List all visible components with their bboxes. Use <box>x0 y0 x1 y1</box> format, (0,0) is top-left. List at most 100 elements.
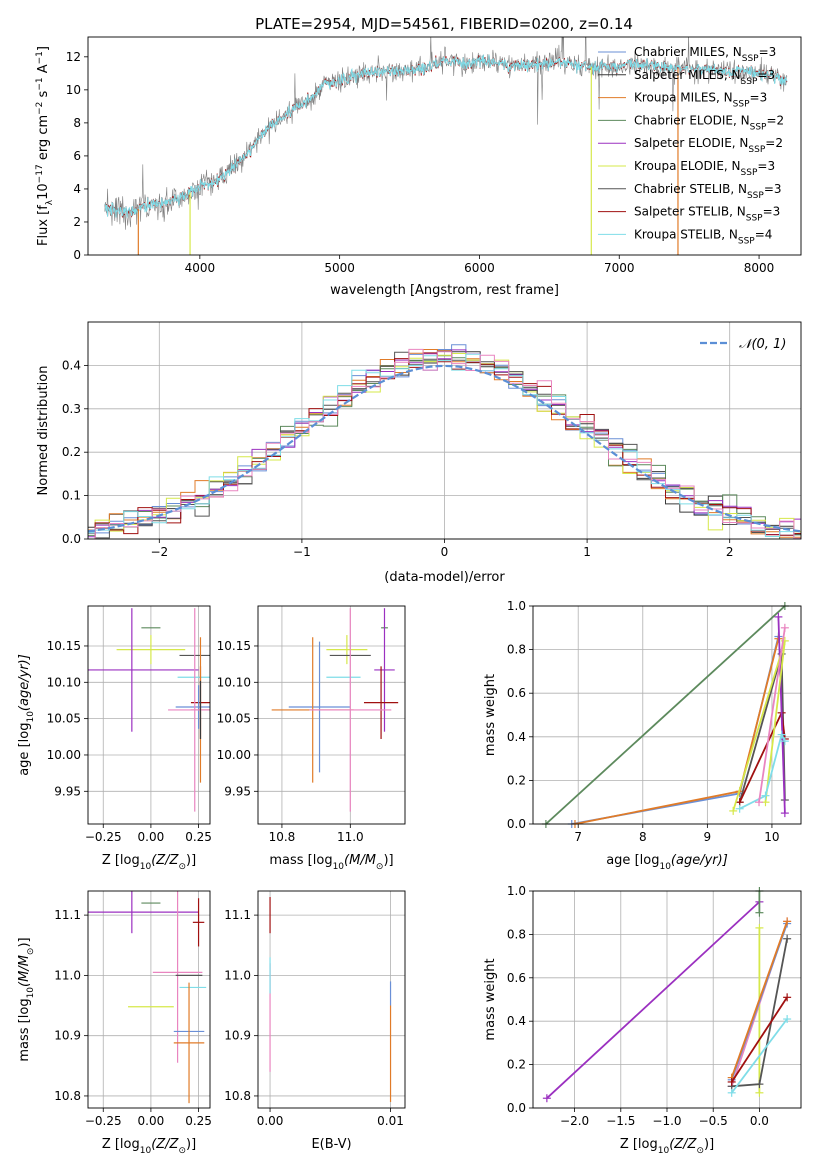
y-tick-label: 2 <box>73 215 81 229</box>
y-tick-label: 11.1 <box>54 908 81 922</box>
legend-label: Chabrier ELODIE, NSSP=2 <box>634 113 784 132</box>
weight-series-line <box>730 921 788 1078</box>
x-tick-label: 11.0 <box>337 830 364 844</box>
x-axis-label: E(B-V) <box>311 1137 351 1152</box>
mass-vs-Z-panel: −0.25 0.00 0.25 10.8 10.9 11.0 11.1 Z [log10(Z/… <box>17 890 212 1156</box>
y-tick-label: 10.10 <box>47 675 81 689</box>
errorbar-point <box>175 685 210 729</box>
y-tick-label: 0.1 <box>62 489 81 503</box>
errorbar-point <box>173 982 205 1104</box>
legend-label: Kroupa MILES, NSSP=3 <box>634 91 767 110</box>
y-tick-label: 0.8 <box>507 927 526 941</box>
weight-series-line <box>739 732 786 810</box>
x-tick-label: 8 <box>639 830 647 844</box>
x-tick-label: 0.00 <box>257 1114 284 1128</box>
y-tick-label: 10.00 <box>47 748 81 762</box>
errorbar-point <box>374 608 395 732</box>
y-tick-label: 0.2 <box>507 773 526 787</box>
y-axis-label: mass weight <box>483 674 498 756</box>
spectrum-model-line <box>104 54 788 218</box>
histogram-panel: −2 −1 0 1 2 0.0 0.1 0.2 0.3 0.4 (data-model)/error… <box>36 321 802 585</box>
x-tick-label: −0.25 <box>85 830 122 844</box>
y-tick-label: 10.15 <box>217 639 251 653</box>
y-tick-label: 10.05 <box>217 712 251 726</box>
x-tick-label: 7 <box>574 830 582 844</box>
x-axis-label: mass [log10(M/M⊙)] <box>269 853 393 872</box>
histogram-step <box>88 349 801 538</box>
spectrum-panel: 4000 5000 6000 7000 8000 0 2 4 6 8 10 12 wavelength … <box>35 36 802 298</box>
x-tick-label: 0 <box>441 545 449 559</box>
mass-vs-EBV-panel: 0.00 0.01 10.8 10.9 11.0 11.1 E(B-V) <box>224 890 406 1152</box>
y-tick-label: 0.4 <box>507 730 526 744</box>
y-tick-label: 0.0 <box>507 817 526 831</box>
age-vs-mass-panel: 10.8 11.0 9.95 10.00 10.05 10.10 10.15 mass [lo… <box>217 605 406 872</box>
x-tick-label: −0.5 <box>699 1114 728 1128</box>
y-tick-label: 11.0 <box>54 968 81 982</box>
errorbar-point <box>88 608 199 732</box>
legend: Chabrier MILES, NSSP=3 Salpeter MILES, NS… <box>598 45 784 246</box>
axes-frame <box>87 321 802 540</box>
y-tick-label: 10.9 <box>54 1029 81 1043</box>
x-tick-label: 2 <box>726 545 734 559</box>
weight-vs-age-panel: 7 8 9 10 0.0 0.2 0.4 0.6 0.8 1.0 age [log10(age/yr… <box>483 599 802 872</box>
histogram-step <box>88 353 801 539</box>
y-tick-label: 10.00 <box>217 748 251 762</box>
y-axis-label: mass weight <box>483 958 498 1040</box>
legend-label: 𝒩(0, 1) <box>739 337 786 352</box>
y-tick-label: 1.0 <box>507 599 526 613</box>
y-tick-label: 1.0 <box>507 884 526 898</box>
x-tick-label: 9 <box>704 830 712 844</box>
y-tick-label: 0 <box>73 248 81 262</box>
figure-title: PLATE=2954, MJD=54561, FIBERID=0200, z=0… <box>255 15 633 33</box>
x-tick-label: −1.0 <box>652 1114 681 1128</box>
errorbar-point <box>116 635 186 665</box>
x-tick-label: 7000 <box>604 261 635 275</box>
legend-label: Kroupa ELODIE, NSSP=3 <box>634 159 775 178</box>
y-tick-label: 0.8 <box>507 643 526 657</box>
y-tick-label: 0.4 <box>62 358 81 372</box>
x-axis-label: (data-model)/error <box>384 570 505 585</box>
y-tick-label: 12 <box>66 50 81 64</box>
legend-label: Salpeter STELIB, NSSP=3 <box>634 205 780 224</box>
x-tick-label: −1 <box>293 545 311 559</box>
axes-frame <box>257 890 406 1109</box>
y-axis-label: mass [log10(M/M⊙)] <box>17 937 36 1061</box>
y-axis-label: age [log10(age/yr)] <box>17 654 36 776</box>
weight-vs-Z-panel: −2.0 −1.5 −1.0 −0.5 0.0 0.0 0.2 0.4 0.6 0.8 1.0 Z [… <box>483 884 802 1156</box>
x-tick-label: −2 <box>150 545 168 559</box>
y-tick-label: 0.2 <box>507 1058 526 1072</box>
errorbar-point <box>326 635 368 665</box>
axes-frame <box>532 605 802 825</box>
axes-frame <box>87 36 802 256</box>
x-tick-label: 0.01 <box>377 1114 404 1128</box>
y-tick-label: 0.0 <box>62 532 81 546</box>
weight-series-line <box>758 627 786 803</box>
errorbar-point <box>288 641 351 773</box>
x-axis-label: Z [log10(Z/Z⊙)] <box>102 1137 196 1156</box>
errorbar-point <box>309 608 392 812</box>
x-axis-label: age [log10(age/yr)] <box>606 853 728 872</box>
legend-label: Chabrier STELIB, NSSP=3 <box>634 182 782 201</box>
histogram-step <box>88 353 801 533</box>
errorbar-point <box>192 898 205 947</box>
x-axis-label: Z [log10(Z/Z⊙)] <box>620 1137 714 1156</box>
y-tick-label: 0.4 <box>507 1014 526 1028</box>
y-tick-label: 10.9 <box>224 1029 251 1043</box>
x-tick-label: −0.25 <box>85 1114 122 1128</box>
y-tick-label: 10.8 <box>54 1089 81 1103</box>
legend-label: Chabrier MILES, NSSP=3 <box>634 45 776 64</box>
x-tick-label: 4000 <box>185 261 216 275</box>
legend-label: Salpeter ELODIE, NSSP=2 <box>634 136 783 155</box>
y-tick-label: 0.2 <box>62 445 81 459</box>
x-tick-label: 0.00 <box>138 1114 165 1128</box>
errorbar-point <box>88 891 199 934</box>
weight-series-line <box>545 606 786 824</box>
x-tick-label: 0.0 <box>750 1114 769 1128</box>
age-vs-Z-panel: −0.25 0.00 0.25 9.95 10.00 10.05 10.10 10.15 Z [… <box>17 605 212 872</box>
errorbar-point <box>168 608 210 812</box>
weight-series-line <box>777 616 786 814</box>
y-tick-label: 10 <box>66 83 81 97</box>
weight-series-line <box>546 901 761 1099</box>
legend-label: Kroupa STELIB, NSSP=4 <box>634 227 772 246</box>
y-axis-label: Normed distribution <box>36 366 51 496</box>
